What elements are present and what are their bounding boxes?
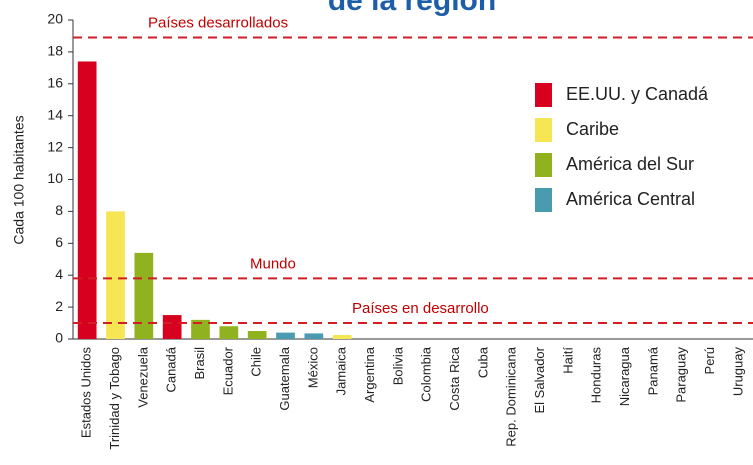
y-tick-label: 4 [55,266,63,282]
y-axis-label: Cada 100 habitantes [11,115,27,244]
bar [276,332,295,339]
x-tick-label: El Salvador [532,346,547,413]
y-tick-label: 2 [55,298,63,314]
x-tick-label: Panamá [645,346,660,395]
x-tick-label: Venezuela [135,346,150,407]
x-tick-label: Haití [560,347,575,374]
reference-label: Mundo [250,255,296,272]
x-tick-label: Jamaica [334,346,349,395]
bar [219,326,239,339]
x-tick-label: Argentina [362,346,377,402]
legend-label: América del Sur [566,154,694,174]
y-tick-label: 8 [55,202,63,218]
x-tick-label: Uruguay [730,347,745,397]
legend-swatch [535,188,552,212]
y-tick-label: 10 [47,170,63,186]
reference-label: Países en desarrollo [352,300,489,317]
x-tick-label: Chile [249,347,264,377]
y-tick-label: 6 [55,234,63,250]
x-tick-label: Nicaragua [617,346,632,406]
legend-label: América Central [566,189,695,209]
x-tick-label: Canadá [164,346,179,392]
x-tick-label: México [305,347,320,388]
x-tick-label: Guatemala [277,346,292,410]
bar [77,61,97,339]
x-tick-label: Trinidad y Tobago [107,347,122,450]
y-tick-label: 0 [55,330,63,346]
y-tick-label: 12 [47,138,63,154]
bar [162,315,182,339]
legend-label: Caribe [566,119,619,139]
x-tick-label: Colombia [419,346,434,402]
legend-label: EE.UU. y Canadá [566,84,709,104]
legend-swatch [535,118,552,142]
bar [191,319,210,339]
bar [106,211,125,339]
x-tick-label: Costa Rica [447,346,462,410]
chart-title: de la región [328,0,496,17]
x-tick-label: Bolivia [390,346,405,385]
bar [247,331,267,339]
bar [332,335,352,339]
x-tick-label: Brasil [192,347,207,380]
y-tick-label: 18 [47,43,63,59]
y-tick-label: 14 [47,106,63,122]
legend-swatch [535,83,552,107]
x-tick-label: Estados Unidos [79,347,94,439]
y-tick-label: 20 [47,11,63,27]
reference-label: Países desarrollados [148,15,288,32]
bar [134,252,154,339]
legend-swatch [535,153,552,177]
bar [304,333,324,339]
x-tick-label: Ecuador [220,346,235,395]
x-tick-label: Paraguay [674,347,689,403]
y-tick-label: 16 [47,75,63,91]
x-tick-label: Rep. Dominicana [504,346,519,446]
x-tick-label: Perú [702,347,717,374]
x-tick-label: Cuba [475,346,490,378]
x-tick-label: Honduras [589,347,604,404]
